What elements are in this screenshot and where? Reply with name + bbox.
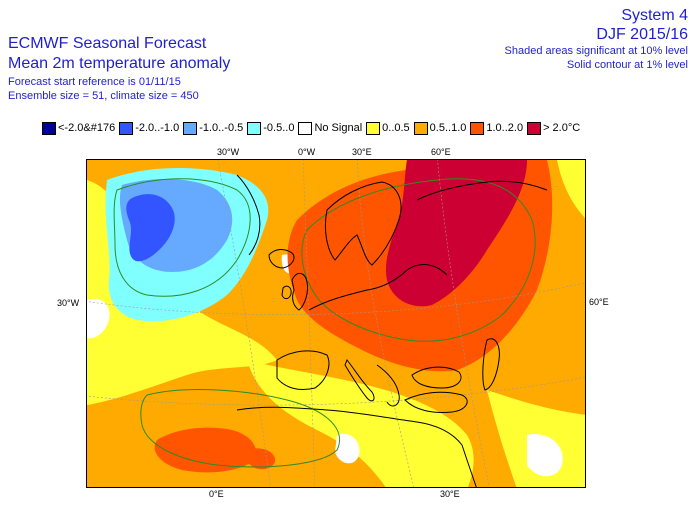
contour-warm bbox=[301, 178, 536, 342]
coast-turkey bbox=[404, 391, 468, 413]
system-label: System 4 bbox=[621, 7, 688, 24]
anomaly-map-svg bbox=[87, 160, 585, 487]
legend-item: 1.0..2.0 bbox=[470, 121, 524, 135]
anomaly-redorange-northafrica bbox=[154, 427, 256, 473]
legend-label: -2.0..-1.0 bbox=[135, 122, 180, 134]
graticule-label-right-60e: 60°E bbox=[589, 297, 609, 307]
legend-swatch bbox=[527, 121, 542, 135]
legend-item: -0.5..0 bbox=[247, 121, 295, 135]
anomaly-map bbox=[86, 159, 586, 488]
legend-item: -1.0..-0.5 bbox=[183, 121, 244, 135]
legend-swatch bbox=[183, 121, 198, 135]
legend-swatch bbox=[413, 121, 428, 135]
meridian-30w bbox=[217, 160, 271, 487]
coast-northafrica bbox=[236, 406, 463, 446]
coast-europe-north bbox=[308, 264, 448, 311]
legend-label: No Signal bbox=[314, 122, 363, 134]
graticule-label-top-30e: 30°E bbox=[352, 147, 372, 157]
contour-significance-note: Solid contour at 1% level bbox=[566, 59, 688, 71]
legend-swatch bbox=[247, 121, 262, 135]
graticule-label-top-30w: 30°W bbox=[217, 147, 240, 157]
anomaly-blue-northatlantic bbox=[126, 194, 175, 262]
legend-swatch bbox=[298, 121, 313, 135]
legend-item: -2.0..-1.0 bbox=[119, 121, 180, 135]
legend-item: 0.5..1.0 bbox=[413, 121, 467, 135]
anomaly-redorange-south bbox=[247, 448, 276, 470]
legend-swatch bbox=[119, 121, 134, 135]
title-line-1: ECMWF Seasonal Forecast bbox=[8, 35, 207, 52]
anomaly-nosignal-2 bbox=[335, 433, 360, 464]
title-line-2: Mean 2m temperature anomaly bbox=[8, 55, 231, 72]
period-label: DJF 2015/16 bbox=[596, 26, 688, 43]
significance-contours bbox=[113, 178, 536, 468]
legend-swatch bbox=[42, 121, 56, 135]
legend-label: 0.5..1.0 bbox=[429, 122, 467, 134]
legend-item: <-2.0&#176 bbox=[42, 121, 116, 135]
coast-greenland bbox=[236, 174, 261, 256]
legend-swatch bbox=[366, 121, 381, 135]
coast-arctic-russia bbox=[416, 180, 548, 201]
legend-item: 0..0.5 bbox=[366, 121, 410, 135]
anomaly-nosignal-1 bbox=[87, 298, 110, 339]
forecast-start-reference: Forecast start reference is 01/11/15 bbox=[8, 76, 181, 88]
color-legend: <-2.0&#176 -2.0..-1.0 -1.0..-0.5 -0.5..0… bbox=[42, 121, 584, 135]
legend-label: -0.5..0 bbox=[263, 122, 295, 134]
contour-south bbox=[140, 389, 340, 468]
coast-blacksea bbox=[411, 366, 462, 389]
coast-iceland bbox=[268, 249, 295, 269]
legend-label: > 2.0°C bbox=[543, 122, 581, 134]
coast-eastmed bbox=[461, 444, 477, 487]
ensemble-size: Ensemble size = 51, climate size = 450 bbox=[8, 90, 199, 102]
graticule-label-left-30w: 30°W bbox=[57, 298, 80, 308]
meridian-0 bbox=[302, 160, 315, 487]
shaded-significance-note: Shaded areas significant at 10% level bbox=[504, 45, 688, 57]
legend-item: No Signal bbox=[298, 121, 363, 135]
coast-balkans bbox=[376, 364, 400, 407]
anomaly-yellow-mediterranean bbox=[247, 360, 474, 487]
legend-label: 0..0.5 bbox=[382, 122, 410, 134]
legend-label: -1.0..-0.5 bbox=[199, 122, 244, 134]
legend-label: 1.0..2.0 bbox=[486, 122, 524, 134]
graticule-label-bottom-0e: 0°E bbox=[209, 489, 224, 499]
coast-ireland bbox=[281, 285, 292, 300]
anomaly-darkred-russia bbox=[385, 160, 527, 307]
graticule-label-bottom-30e: 30°E bbox=[440, 489, 460, 499]
meridian-60e bbox=[437, 160, 490, 487]
coast-caspian bbox=[482, 338, 500, 391]
anomaly-nosignal-3 bbox=[527, 434, 563, 477]
graticule-label-top-0w: 0°W bbox=[298, 147, 316, 157]
graticule-label-top-60e: 60°E bbox=[431, 147, 451, 157]
parallel-lower bbox=[87, 376, 585, 406]
coast-italy bbox=[344, 359, 375, 402]
graticule-lines bbox=[87, 160, 585, 487]
anomaly-yellow-northeast bbox=[557, 160, 585, 218]
legend-label: <-2.0&#176 bbox=[58, 122, 116, 134]
meridian-30e bbox=[356, 160, 415, 487]
contour-cold bbox=[113, 178, 251, 297]
legend-swatch bbox=[470, 121, 485, 135]
legend-item: > 2.0°C bbox=[527, 121, 581, 135]
coast-scandinavia bbox=[324, 181, 402, 266]
coast-britain bbox=[291, 273, 308, 311]
coast-iberia bbox=[276, 350, 330, 391]
coastlines bbox=[236, 174, 548, 487]
